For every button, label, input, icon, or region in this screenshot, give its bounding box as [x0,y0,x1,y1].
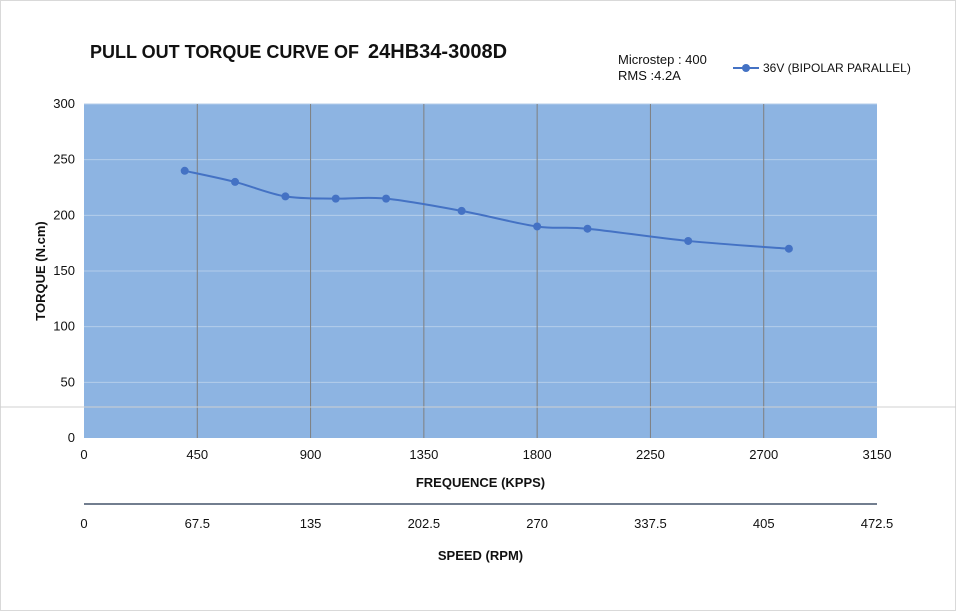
rms-label: RMS :4.2A [618,68,681,83]
x-tick-label: 2700 [749,447,778,462]
data-point [281,192,290,201]
secondary-x-axis-title: SPEED (RPM) [438,548,523,563]
x-tick-label: 1800 [523,447,552,462]
chart-title-text: PULL OUT TORQUE CURVE OF [90,42,360,62]
secondary-x-tick-label: 337.5 [634,516,667,531]
chart-title: PULL OUT TORQUE CURVE OF 24HB34-3008D [90,41,507,64]
secondary-x-tick-label: 405 [753,516,775,531]
y-tick-label: 150 [53,263,75,278]
secondary-x-tick-label: 0 [80,516,87,531]
data-point [684,236,693,245]
secondary-x-tick-label: 202.5 [408,516,441,531]
data-point [180,166,189,175]
x-tick-label: 2250 [636,447,665,462]
x-tick-label: 3150 [863,447,892,462]
y-axis-title: TORQUE (N.cm) [33,221,48,320]
data-point [533,222,542,231]
x-tick-label: 0 [80,447,87,462]
data-point [457,206,466,215]
chart-title-model: 24HB34-3008D [368,41,508,63]
microstep-label: Microstep : 400 [618,52,707,67]
y-tick-label: 50 [61,374,75,389]
secondary-x-tick-label: 135 [300,516,322,531]
y-tick-label: 100 [53,319,75,334]
secondary-x-tick-label: 270 [526,516,548,531]
data-point [382,194,391,203]
x-tick-label: 450 [186,447,208,462]
legend-line-marker-icon [733,62,759,74]
data-point [331,194,340,203]
x-tick-label: 900 [300,447,322,462]
x-tick-label: 1350 [409,447,438,462]
y-tick-label: 300 [53,96,75,111]
secondary-x-tick-label: 472.5 [861,516,894,531]
data-point [784,244,793,253]
secondary-x-tick-label: 67.5 [185,516,210,531]
y-tick-label: 200 [53,207,75,222]
y-tick-label: 250 [53,152,75,167]
drive-info: Microstep : 400 RMS :4.2A [618,52,707,84]
data-point [231,177,240,186]
y-tick-label: 0 [68,430,75,445]
x-axis-title: FREQUENCE (KPPS) [416,475,545,490]
legend-series-label: 36V (BIPOLAR PARALLEL) [763,61,911,75]
data-point [583,224,592,233]
legend: 36V (BIPOLAR PARALLEL) [733,61,911,75]
series-line [184,169,789,250]
